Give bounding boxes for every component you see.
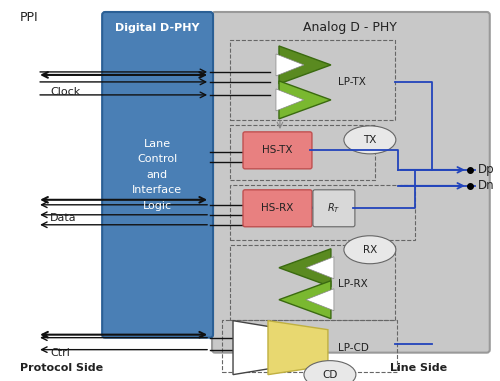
- Text: Lane
Control
and
Interface
Logic: Lane Control and Interface Logic: [132, 139, 182, 211]
- Polygon shape: [279, 81, 331, 119]
- Bar: [230, 40, 395, 120]
- Text: Ctrl: Ctrl: [50, 347, 70, 358]
- Polygon shape: [279, 249, 331, 287]
- Text: Digital D-PHY: Digital D-PHY: [115, 23, 200, 33]
- Bar: [230, 125, 375, 180]
- Text: Protocol Side: Protocol Side: [20, 363, 103, 373]
- Text: PPI: PPI: [20, 11, 39, 24]
- Text: CD: CD: [322, 370, 338, 379]
- Text: $R_T$: $R_T$: [327, 201, 340, 215]
- Polygon shape: [306, 289, 334, 311]
- Text: RX: RX: [363, 245, 377, 255]
- Text: Dp: Dp: [478, 163, 494, 176]
- Text: Data: Data: [50, 213, 77, 223]
- Text: Line Side: Line Side: [390, 363, 447, 373]
- FancyBboxPatch shape: [102, 12, 213, 338]
- FancyBboxPatch shape: [243, 132, 312, 169]
- Text: HS-RX: HS-RX: [261, 203, 293, 213]
- Bar: [222, 320, 397, 371]
- Text: HS-TX: HS-TX: [262, 145, 292, 155]
- FancyBboxPatch shape: [243, 190, 312, 227]
- Polygon shape: [279, 281, 331, 319]
- Polygon shape: [276, 89, 304, 111]
- Polygon shape: [233, 321, 288, 375]
- Polygon shape: [279, 46, 331, 84]
- Ellipse shape: [344, 126, 396, 154]
- Polygon shape: [306, 257, 334, 279]
- Ellipse shape: [344, 236, 396, 264]
- FancyBboxPatch shape: [212, 12, 490, 353]
- Polygon shape: [268, 321, 328, 375]
- Text: LP-TX: LP-TX: [338, 77, 366, 87]
- Ellipse shape: [304, 361, 356, 381]
- Bar: [230, 245, 395, 320]
- Text: LP-CD: LP-CD: [338, 343, 369, 353]
- Text: Analog D - PHY: Analog D - PHY: [303, 21, 397, 34]
- Bar: [230, 185, 415, 240]
- Text: TX: TX: [363, 135, 376, 145]
- Text: Clock: Clock: [50, 87, 80, 97]
- Text: Dn: Dn: [478, 179, 494, 192]
- FancyBboxPatch shape: [313, 190, 355, 227]
- Polygon shape: [276, 54, 304, 76]
- Text: LP-RX: LP-RX: [338, 279, 368, 289]
